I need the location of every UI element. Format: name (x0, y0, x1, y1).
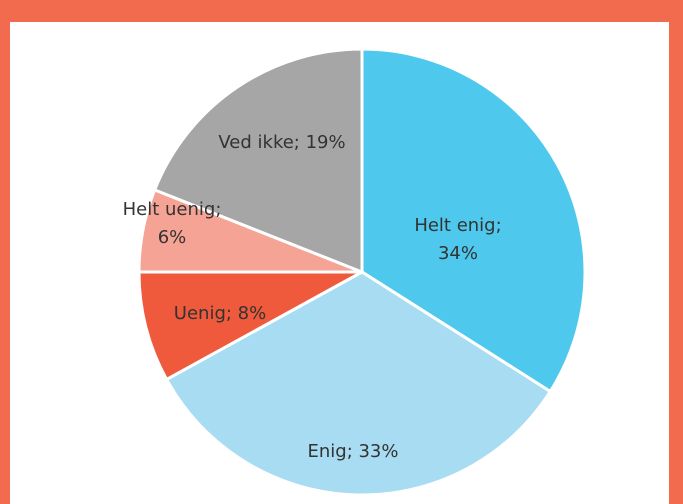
slice-label: 34% (438, 243, 478, 264)
pie-slice (152, 47, 364, 275)
pie-slice (137, 270, 363, 382)
slice-label: Helt uenig; (123, 199, 222, 220)
slice-label: 6% (158, 227, 187, 248)
slice-label: Helt enig; (414, 215, 501, 236)
slice-label: Uenig; 8% (174, 303, 266, 324)
slice-label: Ved ikke; 19% (218, 132, 345, 153)
slice-label: Enig; 33% (307, 441, 398, 462)
